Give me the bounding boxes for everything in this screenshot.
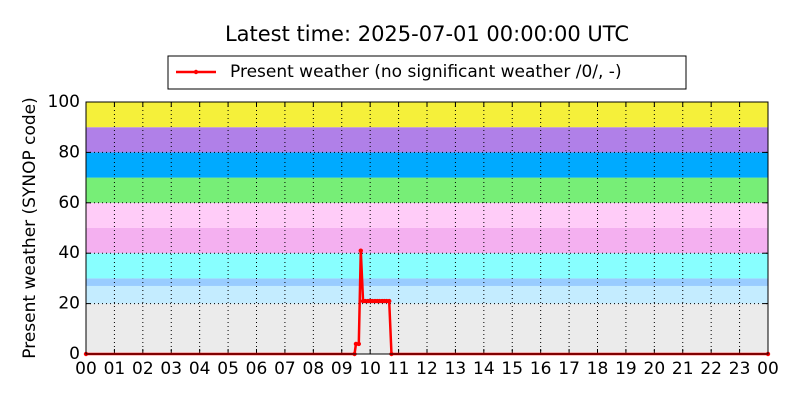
y-tick-label: 0 [69,344,80,364]
x-tick-label: 23 [729,359,751,379]
y-tick-label: 80 [58,142,80,162]
background-band [86,152,768,178]
x-tick-label: 22 [700,359,722,379]
legend-swatch-marker [193,69,199,75]
y-tick-label: 20 [58,294,80,314]
x-tick-label: 16 [530,359,552,379]
x-tick-label: 00 [75,359,97,379]
background-band [86,127,768,153]
x-tick-label: 01 [104,359,126,379]
x-tick-label: 19 [615,359,637,379]
chart-title: Latest time: 2025-07-01 00:00:00 UTC [225,22,629,46]
x-tick-label: 13 [445,359,467,379]
x-tick-label: 08 [303,359,325,379]
x-tick-label: 12 [416,359,438,379]
x-tick-label: 06 [246,359,268,379]
background-band [86,228,768,254]
y-tick-label: 100 [48,92,80,112]
x-tick-label: 00 [757,359,779,379]
x-tick-label: 18 [587,359,609,379]
x-tick-label: 15 [501,359,523,379]
background-band [86,303,768,354]
legend-label: Present weather (no significant weather … [230,62,622,82]
x-tick-label: 09 [331,359,353,379]
x-tick-label: 03 [160,359,182,379]
x-tick-label: 07 [274,359,296,379]
data-point [358,248,363,253]
x-tick-label: 04 [189,359,211,379]
y-tick-label: 40 [58,243,80,263]
x-tick-label: 20 [644,359,666,379]
plot-frame [85,101,769,355]
data-point [387,298,392,304]
x-tick-label: 10 [359,359,381,379]
x-tick-label: 05 [217,359,239,379]
x-tick-label: 21 [672,359,694,379]
data-point [356,341,361,347]
x-tick-label: 02 [132,359,154,379]
x-tick-label: 14 [473,359,495,379]
x-tick-label: 17 [558,359,580,379]
legend-box [167,55,687,90]
y-tick-label: 60 [58,193,80,213]
x-tick-label: 11 [388,359,410,379]
y-axis-label: Present weather (SYNOP code) [20,97,40,358]
